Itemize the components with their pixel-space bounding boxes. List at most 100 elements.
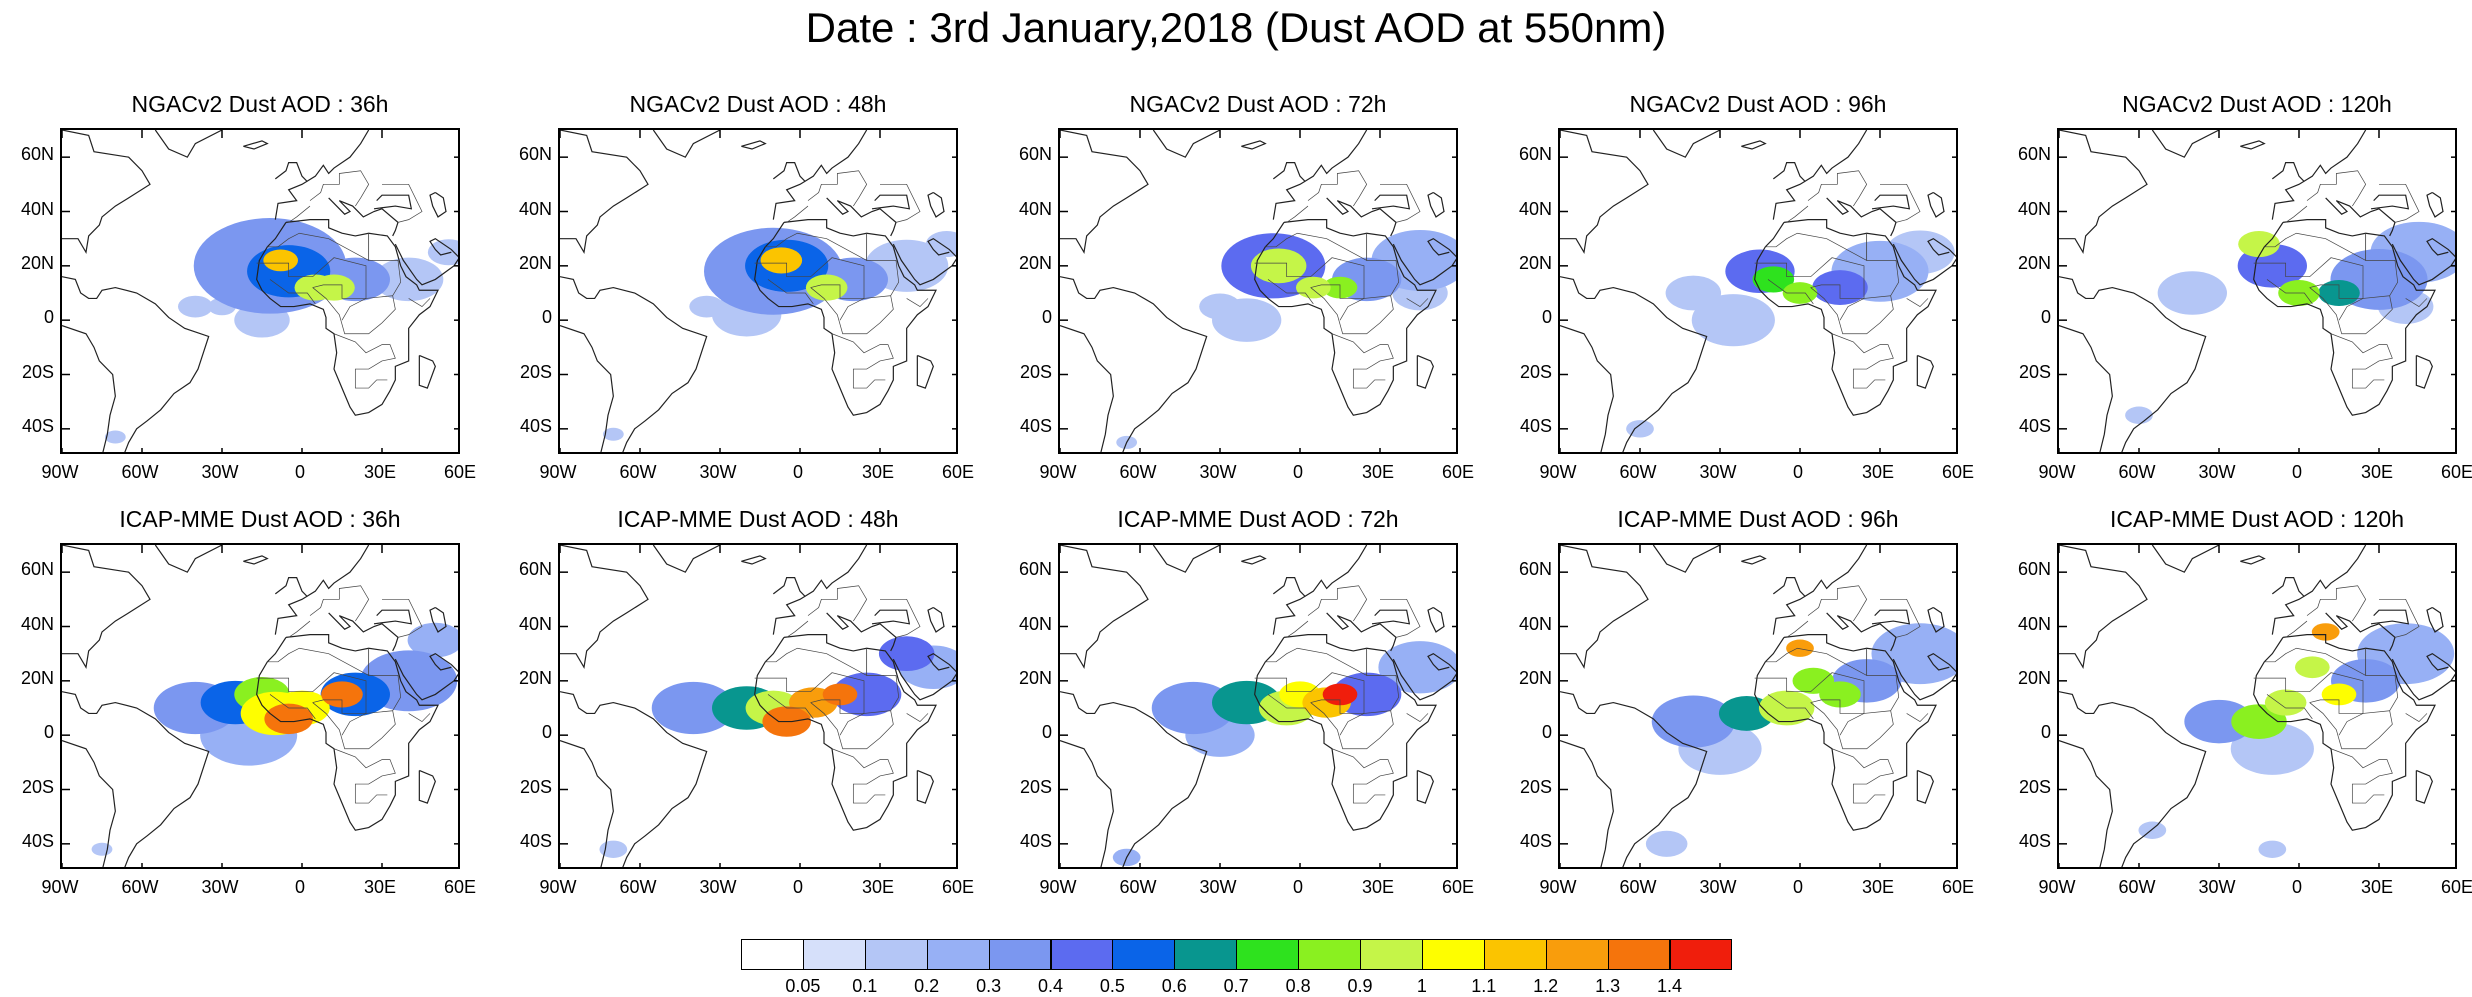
colorbar-label: 0.4 [1037, 976, 1064, 996]
country-border [1267, 694, 1314, 720]
country-border [1786, 205, 1809, 223]
country-border [1786, 620, 1809, 638]
country-border [2379, 183, 2420, 223]
lat-tick-label: 60N [1018, 559, 1052, 580]
coastline [1060, 276, 1208, 452]
panel-title: ICAP-MME Dust AOD : 96h [1617, 506, 1899, 532]
coastline [1152, 130, 1221, 158]
dust-aod-region [1752, 266, 1795, 293]
map-svg [1060, 130, 1456, 452]
lon-tick-label: 30W [699, 877, 737, 897]
coastline [2240, 555, 2266, 565]
colorbar-label: 0.8 [1285, 976, 1311, 996]
coastline [826, 197, 897, 237]
country-border [1331, 748, 1394, 804]
lon-tick-label: 60W [1119, 877, 1157, 897]
dust-aod-region [1378, 641, 1456, 694]
lon-tick-label: 90W [2038, 462, 2076, 482]
map-svg [1560, 545, 1956, 867]
dust-aod-region [1786, 639, 1814, 657]
colorbar-swatch [1483, 939, 1547, 970]
lat-tick-label: 0 [1041, 307, 1052, 328]
lat-tick-label: 60N [1018, 144, 1052, 165]
coastline [1254, 219, 1437, 416]
country-border [2330, 333, 2393, 389]
country-border [1754, 257, 1865, 299]
country-border [1754, 672, 1865, 714]
coastline [1927, 606, 1945, 633]
coastline [2059, 130, 2148, 254]
coastline [1754, 219, 1937, 416]
lon-tick-label: 0 [294, 462, 305, 482]
country-border [1406, 298, 1429, 308]
colorbar-label: 0.6 [1161, 976, 1187, 996]
coastline [1826, 197, 1897, 237]
country-border [2253, 257, 2364, 299]
coastline [1560, 276, 1708, 452]
country-border [1339, 295, 1391, 321]
coastline [652, 545, 721, 573]
coastline [154, 545, 223, 573]
country-border [256, 672, 367, 714]
lat-tick-label: 0 [43, 722, 54, 743]
country-border [1767, 279, 1814, 305]
country-border [786, 205, 809, 223]
coastline [1652, 545, 1721, 573]
lat-tick-label: 60N [20, 559, 54, 580]
country-border [1265, 647, 1368, 676]
lon-tick-label: 30E [363, 877, 397, 897]
lon-tick-label: 90W [1039, 462, 1077, 482]
country-border [767, 694, 814, 720]
coastline [1371, 194, 1411, 210]
colorbar-swatch [1421, 939, 1485, 970]
coastline [2059, 691, 2207, 867]
coastline [1741, 140, 1767, 150]
coastline [871, 609, 911, 625]
lat-tick-label: 0 [1041, 722, 1052, 743]
coastline [2426, 606, 2444, 633]
country-border [810, 260, 900, 335]
dust-aod-region [2311, 623, 2340, 641]
country-border [880, 183, 921, 223]
country-border [341, 710, 393, 736]
coastline [1560, 545, 1649, 669]
coastline [772, 161, 806, 183]
dust-aod-region [2184, 699, 2254, 744]
coastline [1272, 161, 1306, 183]
country-border [1831, 333, 1894, 389]
lon-tick-label: 0 [792, 877, 803, 897]
country-border [1339, 710, 1391, 736]
dust-aod-region [313, 274, 355, 301]
map-panel [1058, 128, 1458, 454]
coastline [1241, 140, 1267, 150]
lat-tick-label: 60N [2017, 144, 2051, 165]
colorbar-swatch [1236, 939, 1300, 970]
lon-tick-label: 30W [2198, 462, 2236, 482]
dust-aod-region [1151, 681, 1235, 735]
coastline [2271, 576, 2305, 598]
country-border [1310, 260, 1400, 335]
coastline [1927, 191, 1945, 218]
colorbar-label: 0.1 [852, 976, 878, 996]
country-border [1866, 233, 1896, 261]
country-border [1286, 205, 1309, 223]
colorbar-swatch [1545, 939, 1609, 970]
map-panel [1558, 128, 1958, 454]
country-border [2405, 298, 2428, 308]
dust-aod-region [1626, 420, 1654, 438]
colorbar-swatch [1112, 939, 1176, 970]
coastline [1152, 545, 1221, 573]
lat-tick-label: 20N [1018, 667, 1052, 688]
coastline [772, 130, 868, 220]
coastline [652, 130, 721, 158]
country-border [831, 333, 894, 389]
country-border [382, 598, 423, 638]
coastline [2370, 194, 2410, 210]
coastline [1892, 237, 1956, 286]
coastline [2415, 769, 2433, 804]
dust-aod-region [878, 636, 935, 672]
colorbar-swatch [802, 939, 866, 970]
dust-aod-region [321, 681, 363, 708]
lat-tick-label: 20N [20, 667, 54, 688]
country-border [1767, 694, 1814, 720]
